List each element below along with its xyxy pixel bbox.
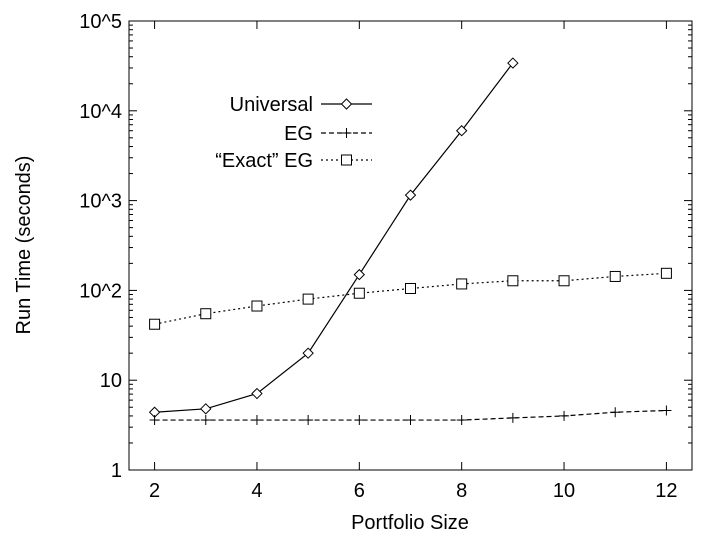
data-point: [251, 300, 263, 312]
data-point: [200, 415, 211, 426]
legend: Universal EG “Exact” EG: [215, 94, 372, 172]
x-tick-label: 6: [354, 480, 365, 502]
data-point: [405, 415, 416, 426]
data-point: [404, 189, 417, 201]
series-0: [148, 57, 519, 418]
data-point: [251, 415, 262, 426]
x-tick-label: 10: [553, 480, 575, 502]
data-point: [251, 387, 263, 400]
data-point: [200, 308, 212, 320]
y-tick-label: 10^3: [79, 191, 122, 213]
legend-label: EG: [284, 123, 313, 145]
data-point: [149, 318, 161, 330]
data-point: [661, 405, 672, 416]
series-line: [154, 272, 667, 325]
x-tick-label: 12: [655, 480, 677, 502]
series-line: [154, 409, 667, 421]
data-point: [149, 415, 160, 426]
x-tick-label: 2: [149, 480, 160, 502]
data-point: [354, 415, 365, 426]
data-point: [353, 268, 366, 281]
y-axis-title: Run Time (seconds): [13, 156, 35, 335]
data-point: [455, 125, 468, 137]
data-point: [200, 403, 212, 415]
y-tick-label: 10^2: [79, 280, 122, 302]
series-layer: [148, 57, 672, 426]
x-tick-label: 4: [251, 480, 262, 502]
data-point: [507, 57, 519, 69]
data-point: [559, 410, 570, 421]
x-axis-title: Portfolio Size: [351, 512, 469, 534]
data-point: [558, 275, 570, 287]
axis-ticks: 2 4 6 8 10 12 1 10 10^2 10^3 10^4 10^5: [79, 11, 692, 502]
data-point: [353, 287, 365, 299]
y-tick-label: 1: [111, 460, 122, 482]
legend-label: Universal: [230, 94, 313, 116]
y-tick-label: 10^4: [79, 101, 122, 123]
data-point: [302, 347, 314, 359]
data-point: [456, 278, 468, 290]
data-point: [456, 415, 467, 426]
data-point: [405, 282, 416, 294]
data-point: [507, 412, 518, 423]
series-line: [154, 62, 514, 413]
series-1: [149, 405, 672, 426]
data-point: [660, 267, 672, 279]
series-2: [149, 267, 672, 330]
y-tick-label: 10^5: [79, 11, 122, 33]
data-point: [609, 270, 621, 282]
x-tick-label: 8: [456, 480, 467, 502]
data-point: [303, 415, 314, 426]
plot-frame: [128, 20, 693, 471]
legend-marker: [340, 98, 353, 110]
legend-marker: [341, 154, 352, 166]
data-point: [507, 275, 519, 287]
legend-label: “Exact” EG: [215, 150, 313, 172]
data-point: [610, 407, 621, 418]
data-point: [302, 293, 314, 305]
y-tick-label: 10: [100, 370, 122, 392]
legend-marker: [341, 128, 352, 138]
